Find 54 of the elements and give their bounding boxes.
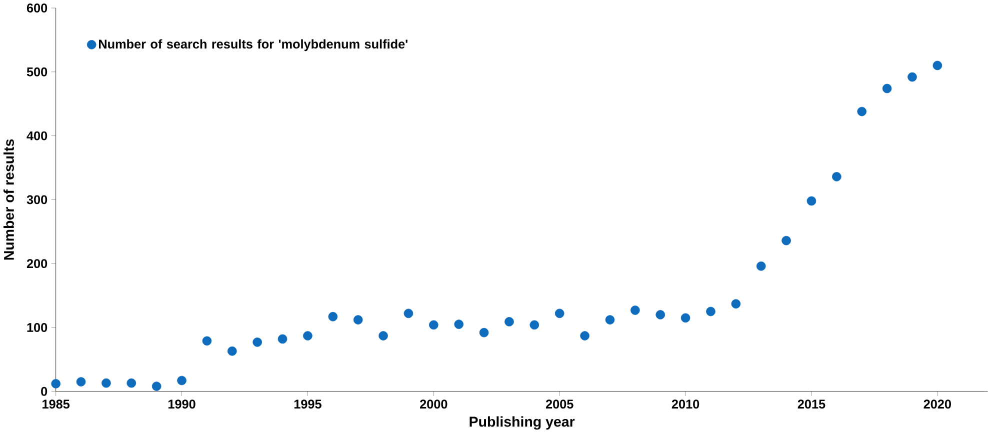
y-tick-label: 0 (41, 386, 48, 396)
point (227, 346, 237, 356)
y-tick-label: 500 (26, 67, 48, 76)
point (656, 310, 666, 320)
point (605, 315, 615, 324)
point (278, 334, 288, 344)
x-axis-title: Publishing year (470, 416, 575, 430)
point (932, 60, 942, 70)
x-tick-label: 2020 (924, 400, 951, 408)
point (202, 336, 212, 346)
point (102, 378, 111, 388)
point (908, 72, 917, 82)
point (731, 299, 741, 308)
point (404, 308, 414, 318)
point (303, 331, 312, 340)
point (152, 382, 162, 391)
x-tick-label: 2000 (420, 400, 448, 408)
point (806, 196, 816, 206)
x-tick-label: 2005 (546, 400, 574, 408)
point (857, 106, 867, 116)
point (126, 378, 136, 388)
y-tick-label: 400 (26, 131, 48, 140)
x-tick-label: 1995 (294, 400, 322, 408)
y-tick-label: 600 (26, 3, 48, 12)
point (882, 84, 892, 94)
x-tick-label: 1985 (42, 400, 70, 408)
x-tick-label: 2010 (672, 400, 700, 408)
point (554, 308, 564, 318)
point (76, 377, 86, 386)
point (353, 315, 363, 324)
point (680, 313, 690, 322)
x-tick-label: 1990 (168, 400, 196, 408)
point (530, 320, 540, 330)
point (630, 306, 640, 315)
point (832, 172, 842, 182)
point (252, 337, 262, 347)
point (479, 328, 489, 338)
point (429, 320, 438, 330)
point (706, 306, 716, 316)
y-tick-label: 200 (26, 259, 48, 268)
y-tick-label: 300 (26, 195, 48, 204)
point (328, 312, 338, 322)
legend-label: Number of search results for 'molybdenum sulfide' (99, 39, 408, 52)
point (378, 331, 388, 340)
point (454, 320, 464, 329)
point (756, 261, 766, 271)
y-axis-title: Number of results (4, 139, 14, 260)
point (51, 378, 60, 388)
x-tick-label: 2015 (798, 400, 826, 408)
point (782, 236, 791, 246)
point (580, 331, 590, 340)
point (177, 376, 186, 386)
point (504, 317, 514, 326)
y-tick-label: 100 (27, 322, 48, 332)
